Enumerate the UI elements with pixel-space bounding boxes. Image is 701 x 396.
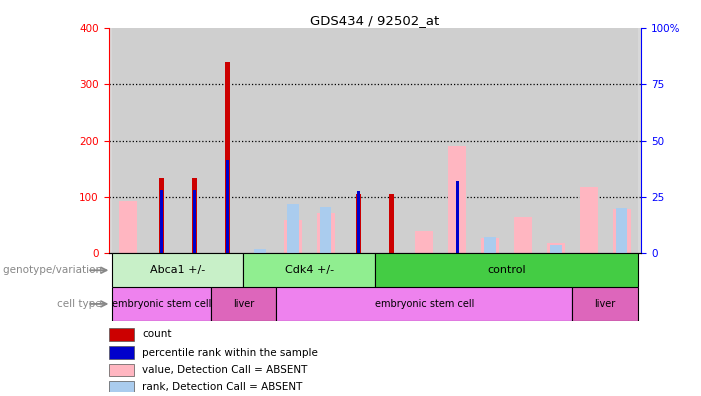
Bar — [613, 209, 631, 253]
Text: Cdk4 +/-: Cdk4 +/- — [285, 265, 334, 275]
Bar — [109, 364, 134, 376]
Bar — [474, 28, 507, 253]
Bar — [226, 160, 229, 253]
Bar — [605, 28, 638, 253]
Bar — [507, 28, 540, 253]
Text: embryonic stem cell: embryonic stem cell — [374, 299, 474, 309]
Bar — [572, 28, 605, 253]
Text: genotype/variation: genotype/variation — [3, 265, 105, 275]
Bar — [317, 213, 335, 253]
Text: liver: liver — [233, 299, 254, 309]
Text: liver: liver — [594, 299, 616, 309]
Bar — [224, 61, 229, 253]
Text: cell type: cell type — [57, 299, 105, 309]
Bar — [243, 253, 375, 287]
Bar — [193, 190, 196, 253]
Bar — [547, 243, 565, 253]
Bar — [616, 208, 627, 253]
Bar — [375, 253, 638, 287]
Bar — [145, 28, 178, 253]
Bar — [109, 328, 134, 341]
Bar — [191, 178, 196, 253]
Bar — [284, 219, 302, 253]
Bar — [119, 201, 137, 253]
Bar — [408, 28, 441, 253]
Bar — [572, 287, 638, 321]
Bar — [309, 28, 342, 253]
Bar — [112, 28, 145, 253]
Bar — [276, 28, 309, 253]
Text: rank, Detection Call = ABSENT: rank, Detection Call = ABSENT — [142, 382, 303, 392]
Text: embryonic stem cell: embryonic stem cell — [111, 299, 211, 309]
Bar — [540, 28, 572, 253]
Bar — [112, 287, 210, 321]
Bar — [287, 204, 299, 253]
Text: Abca1 +/-: Abca1 +/- — [150, 265, 205, 275]
Text: control: control — [487, 265, 526, 275]
Bar — [415, 231, 433, 253]
Bar — [178, 28, 210, 253]
Bar — [481, 238, 499, 253]
Bar — [514, 217, 532, 253]
Bar — [389, 194, 394, 253]
Bar — [550, 245, 562, 253]
Bar — [160, 190, 163, 253]
Bar — [375, 28, 408, 253]
Bar — [276, 287, 572, 321]
Bar — [210, 28, 243, 253]
Bar — [320, 207, 332, 253]
Bar — [484, 236, 496, 253]
Bar — [112, 253, 243, 287]
Title: GDS434 / 92502_at: GDS434 / 92502_at — [311, 13, 440, 27]
Bar — [210, 287, 276, 321]
Bar — [254, 249, 266, 253]
Bar — [159, 178, 164, 253]
Bar — [441, 28, 474, 253]
Text: percentile rank within the sample: percentile rank within the sample — [142, 348, 318, 358]
Text: count: count — [142, 329, 172, 339]
Bar — [109, 381, 134, 394]
Bar — [456, 181, 458, 253]
Bar — [356, 194, 361, 253]
Text: value, Detection Call = ABSENT: value, Detection Call = ABSENT — [142, 365, 308, 375]
Bar — [342, 28, 375, 253]
Bar — [448, 146, 466, 253]
Bar — [109, 346, 134, 359]
Bar — [357, 191, 360, 253]
Bar — [580, 187, 598, 253]
Bar — [243, 28, 276, 253]
